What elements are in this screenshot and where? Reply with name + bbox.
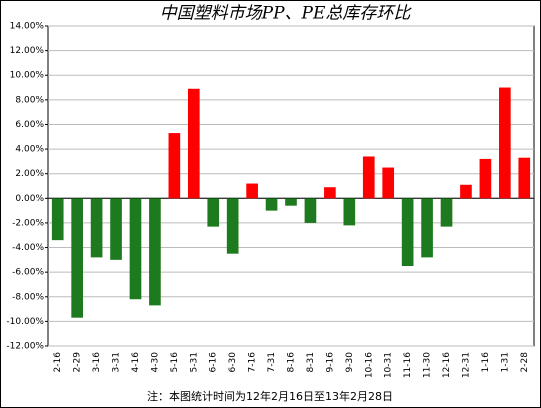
bar [168, 133, 181, 199]
x-tick-label: 3-16 [92, 352, 102, 373]
x-tick-label: 2-16 [53, 352, 63, 373]
x-tick-label: 1-16 [481, 352, 491, 373]
bar [440, 198, 453, 227]
x-tick-label: 7-31 [267, 352, 277, 372]
x-tick-label: 6-16 [209, 352, 219, 373]
x-tick-label: 1-31 [500, 352, 510, 372]
bar [499, 87, 511, 199]
y-tick-label: 12.00% [10, 46, 45, 56]
bar [187, 88, 200, 199]
y-tick-label: 8.00% [15, 95, 44, 105]
bar [518, 157, 531, 199]
bar [324, 187, 336, 199]
bar [226, 198, 239, 254]
y-tick-label: 14.00% [10, 22, 45, 32]
bar [129, 198, 142, 300]
x-tick-label: 5-31 [189, 352, 199, 372]
y-tick-label: 4.00% [15, 145, 44, 155]
bar [343, 198, 356, 226]
x-tick-label: 9-16 [325, 352, 335, 373]
x-tick-label: 8-16 [287, 352, 297, 373]
x-tick-label: 12-16 [442, 352, 452, 378]
bar [401, 198, 414, 266]
x-tick-label: 2-29 [73, 352, 83, 373]
bar [90, 198, 103, 258]
bar [110, 198, 122, 260]
bar [71, 198, 83, 318]
bar [421, 198, 433, 258]
y-tick-label: 0.00% [15, 194, 44, 204]
x-tick-label: 7-16 [248, 352, 258, 373]
x-tick-label: 3-31 [112, 352, 122, 372]
x-tick-label: 5-16 [170, 352, 180, 373]
x-tick-label: 11-30 [423, 352, 433, 378]
y-tick-label: -12.00% [6, 342, 44, 352]
bar [460, 184, 472, 199]
x-tick-label: 11-16 [403, 352, 413, 378]
bar [149, 198, 161, 306]
x-tick-label: 8-31 [306, 352, 316, 372]
x-tick-label: 6-30 [228, 352, 238, 373]
y-tick-label: 6.00% [15, 120, 44, 130]
bar [304, 198, 317, 223]
x-tick-label: 12-31 [461, 352, 471, 378]
chart-note: 注：本图统计时间为12年2月16日至13年2月28日 [147, 389, 393, 403]
y-tick-label: -4.00% [12, 243, 44, 253]
y-tick-label: -6.00% [12, 268, 44, 278]
bar [51, 198, 64, 241]
bar [265, 198, 278, 211]
x-tick-label: 10-31 [384, 352, 394, 378]
x-tick-label: 4-16 [131, 352, 141, 373]
chart-title: 中国塑料市场PP、PE总库存环比 [160, 4, 413, 24]
x-tick-label: 2-28 [520, 352, 530, 373]
bar [285, 198, 297, 206]
bar [207, 198, 220, 227]
y-tick-label: -10.00% [6, 317, 44, 327]
y-tick-label: 10.00% [10, 71, 45, 81]
bar [382, 167, 395, 199]
x-tick-label: 4-30 [150, 352, 160, 373]
y-tick-label: 2.00% [15, 169, 44, 179]
y-tick-label: -2.00% [12, 218, 44, 228]
plot-area [47, 25, 535, 347]
y-tick-label: -8.00% [12, 292, 44, 302]
x-tick-label: 10-16 [364, 352, 374, 378]
x-tick-label: 9-30 [345, 352, 355, 373]
bar [479, 158, 492, 199]
bar [362, 156, 375, 199]
bar [246, 183, 258, 199]
